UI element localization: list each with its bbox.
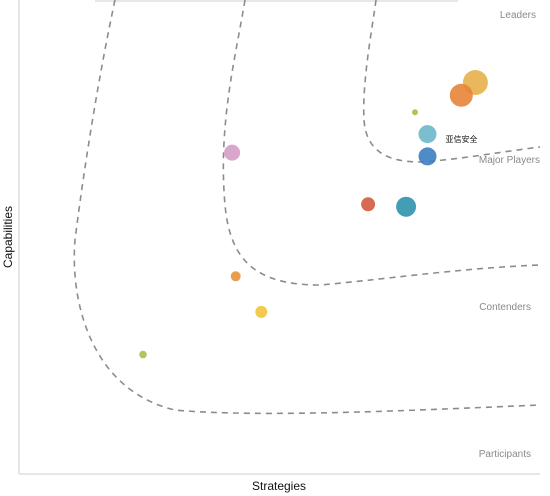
bubble-7 bbox=[361, 197, 376, 212]
chart-axes bbox=[18, 0, 540, 475]
bubble-2 bbox=[449, 83, 473, 107]
y-axis-label: Capabilities bbox=[1, 206, 15, 268]
zone-labels: Leaders Major Players Contenders Participan… bbox=[479, 10, 540, 460]
bubble-8 bbox=[396, 196, 417, 217]
zone-label-contenders: Contenders bbox=[479, 302, 531, 313]
zone-label-leaders: Leaders bbox=[500, 10, 536, 21]
bubble-6 bbox=[224, 144, 241, 161]
point-labels: 亚信安全 bbox=[446, 134, 478, 144]
bubble-4 bbox=[418, 125, 437, 144]
boundary-major-players bbox=[222, 0, 541, 286]
zone-label-major-players: Major Players bbox=[479, 155, 540, 166]
x-axis-label: Strategies bbox=[252, 479, 306, 493]
boundary-leaders bbox=[362, 0, 541, 163]
bubble-5 bbox=[418, 147, 437, 166]
bubbles bbox=[139, 70, 488, 359]
zone-label-participants: Participants bbox=[479, 449, 531, 460]
bubble-label-4: 亚信安全 bbox=[446, 134, 478, 144]
bubble-3 bbox=[412, 109, 418, 116]
bubble-11 bbox=[139, 350, 147, 359]
bubble-9 bbox=[230, 271, 241, 282]
zone-boundaries bbox=[73, 0, 541, 415]
bubble-10 bbox=[255, 305, 268, 318]
